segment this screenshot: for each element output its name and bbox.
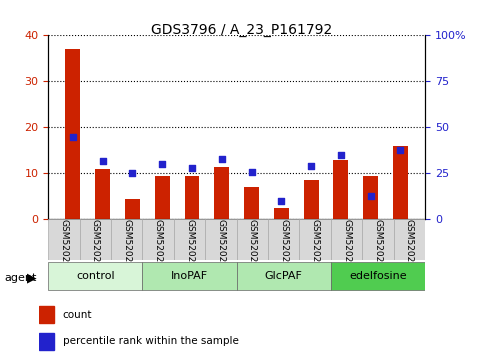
Bar (205, 219, 237, 260)
Text: GSM520268: GSM520268 (405, 219, 414, 274)
Bar (237, 219, 268, 260)
Bar (95, 169, 110, 219)
Bar (142, 262, 237, 290)
Bar (174, 219, 205, 260)
Point (337, 152, 345, 158)
Bar (142, 219, 174, 260)
Text: GSM520267: GSM520267 (373, 219, 383, 274)
Text: percentile rank within the sample: percentile rank within the sample (63, 336, 239, 346)
Point (69, 134, 77, 139)
Bar (331, 219, 362, 260)
Bar (125, 199, 140, 219)
Text: GSM520266: GSM520266 (342, 219, 351, 274)
Point (188, 165, 196, 171)
Point (128, 171, 136, 176)
Bar (244, 187, 259, 219)
Bar (331, 262, 425, 290)
Bar (39, 333, 54, 350)
Point (218, 156, 226, 161)
Text: GSM520263: GSM520263 (248, 219, 257, 274)
Text: edelfosine: edelfosine (349, 271, 407, 281)
Bar (268, 219, 299, 260)
Text: count: count (63, 310, 92, 320)
Point (158, 161, 166, 167)
Bar (155, 176, 170, 219)
Bar (274, 208, 289, 219)
Text: GSM520258: GSM520258 (91, 219, 100, 274)
Bar (80, 219, 111, 260)
Bar (48, 219, 80, 260)
Bar (304, 181, 319, 219)
Point (99, 158, 107, 164)
Bar (185, 176, 199, 219)
Text: GSM520265: GSM520265 (311, 219, 320, 274)
Bar (214, 166, 229, 219)
Text: GSM520257: GSM520257 (59, 219, 69, 274)
Bar (48, 262, 142, 290)
Bar (299, 219, 331, 260)
Bar (393, 146, 408, 219)
Bar (394, 219, 425, 260)
Point (277, 198, 285, 204)
Text: GDS3796 / A_23_P161792: GDS3796 / A_23_P161792 (151, 23, 332, 37)
Text: GSM520259: GSM520259 (122, 219, 131, 274)
Point (248, 169, 256, 175)
Point (307, 163, 315, 169)
Bar (111, 219, 142, 260)
Bar (363, 176, 378, 219)
Bar (362, 219, 394, 260)
Text: control: control (76, 271, 114, 281)
Text: GSM520264: GSM520264 (279, 219, 288, 274)
Text: GSM520262: GSM520262 (216, 219, 226, 274)
Bar (65, 49, 80, 219)
Text: GSM520261: GSM520261 (185, 219, 194, 274)
Text: ▶: ▶ (27, 272, 36, 284)
Bar (39, 306, 54, 323)
Bar (333, 160, 348, 219)
Point (397, 147, 404, 152)
Text: GSM520260: GSM520260 (154, 219, 163, 274)
Text: InoPAF: InoPAF (171, 271, 208, 281)
Bar (237, 262, 331, 290)
Point (367, 193, 374, 198)
Text: agent: agent (5, 273, 37, 283)
Text: GlcPAF: GlcPAF (265, 271, 303, 281)
